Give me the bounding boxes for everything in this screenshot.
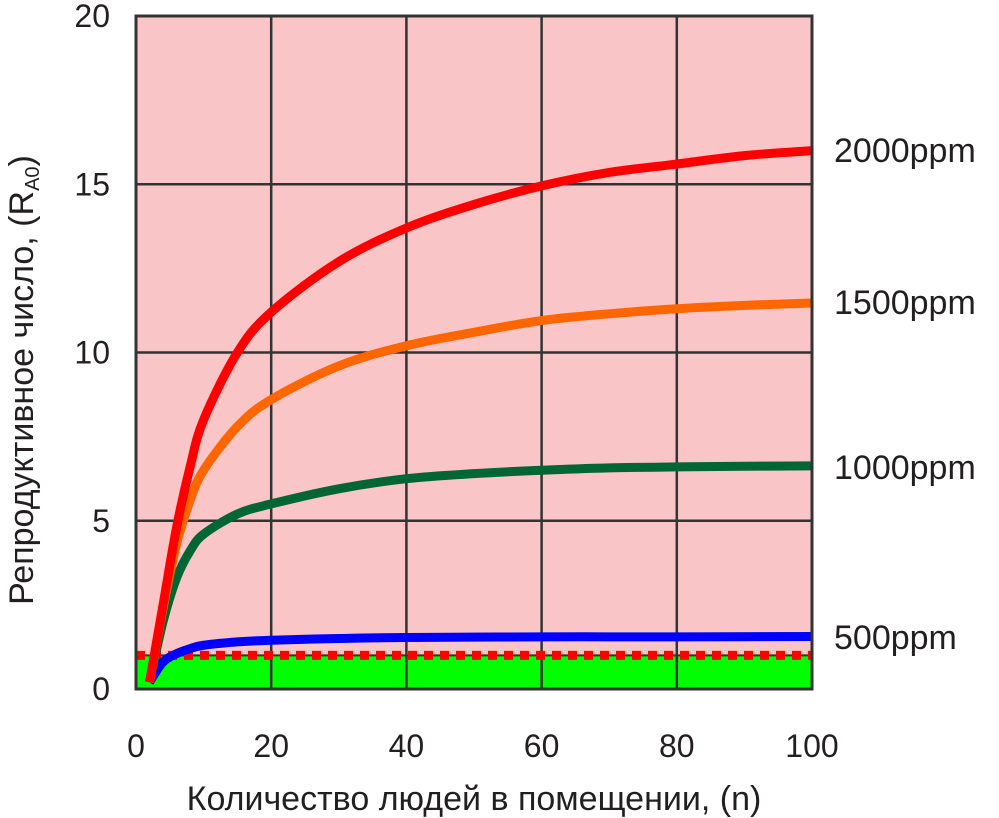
y-tick-label: 0	[92, 671, 110, 707]
curves	[145, 146, 813, 685]
series-label-1500ppm: 1500ppm	[834, 284, 976, 322]
curve-500ppm	[145, 632, 813, 685]
x-tick-label: 20	[253, 728, 289, 764]
x-axis-ticks: 0 20 40 60 80 100	[127, 728, 839, 764]
x-tick-label: 40	[389, 728, 425, 764]
y-axis-label: Репродуктивное число, (RA0)	[3, 155, 44, 605]
x-tick-label: 100	[785, 728, 838, 764]
series-labels: 2000ppm 1500ppm 1000ppm 500ppm	[834, 132, 976, 657]
y-axis-ticks: 0 5 10 15 20	[74, 0, 110, 707]
y-tick-label: 5	[92, 503, 110, 539]
curve-2000ppm	[145, 146, 813, 684]
y-axis-label-text: Репродуктивное число,	[3, 236, 41, 605]
safe-zone	[136, 655, 812, 689]
x-axis-label: Количество людей в помещении, (n)	[187, 780, 762, 818]
x-tick-label: 60	[524, 728, 560, 764]
y-tick-label: 10	[74, 335, 110, 371]
x-tick-label: 80	[659, 728, 695, 764]
y-tick-label: 20	[74, 0, 110, 34]
x-tick-label: 0	[127, 728, 145, 764]
curve-1000ppm	[145, 461, 813, 684]
svg-text:Репродуктивное число, (: Репродуктивное число, (RA0)	[3, 155, 44, 605]
y-axis-symbol: R	[3, 191, 41, 216]
y-tick-label: 15	[74, 166, 110, 202]
y-axis-subscript: A0	[22, 166, 44, 190]
series-label-2000ppm: 2000ppm	[834, 132, 976, 170]
plot-frame	[134, 14, 814, 691]
series-label-1000ppm: 1000ppm	[834, 449, 976, 487]
series-label-500ppm: 500ppm	[834, 619, 957, 657]
